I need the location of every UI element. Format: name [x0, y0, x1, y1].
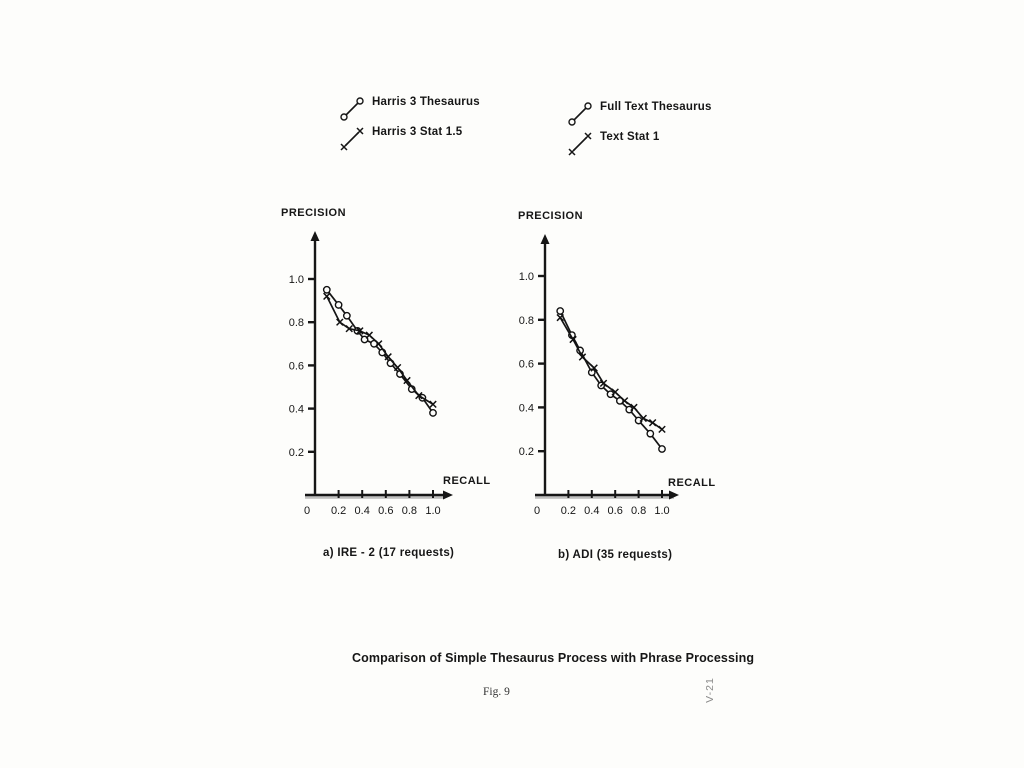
- cross-line-marker-icon: [340, 127, 364, 151]
- legend-item-harris3-thesaurus: Harris 3 Thesaurus: [338, 93, 480, 123]
- legend-label: Harris 3 Stat 1.5: [372, 126, 463, 138]
- svg-text:0.8: 0.8: [631, 505, 646, 517]
- svg-text:0.8: 0.8: [519, 315, 534, 327]
- svg-text:RECALL: RECALL: [668, 477, 716, 489]
- svg-text:0.6: 0.6: [608, 505, 623, 517]
- legend-item-fulltext-thesaurus: Full Text Thesaurus: [566, 98, 712, 128]
- svg-text:0: 0: [304, 505, 310, 517]
- svg-text:0: 0: [534, 505, 540, 517]
- svg-text:1.0: 1.0: [654, 505, 669, 517]
- legend-label: Text Stat 1: [600, 131, 660, 143]
- legend-label: Full Text Thesaurus: [600, 101, 712, 113]
- svg-text:0.2: 0.2: [331, 505, 346, 517]
- svg-text:1.0: 1.0: [425, 505, 440, 517]
- legend-adi: Full Text Thesaurus Text Stat 1: [566, 98, 712, 158]
- svg-text:0.6: 0.6: [289, 360, 304, 372]
- figure-title: Comparison of Simple Thesaurus Process w…: [352, 651, 755, 665]
- legend-label: Harris 3 Thesaurus: [372, 96, 480, 108]
- svg-text:0.8: 0.8: [402, 505, 417, 517]
- svg-text:0.4: 0.4: [289, 404, 304, 416]
- chart-adi-precision-recall: 1.0 0.8 0.6 0.4 0.2 0 0.2 0.4 0.6 0.8 1.0 PRECISION…: [518, 210, 716, 517]
- legend-ire2: Harris 3 Thesaurus Harris 3 Stat 1.5: [338, 93, 480, 153]
- svg-text:1.0: 1.0: [289, 274, 304, 286]
- svg-text:PRECISION: PRECISION: [281, 207, 346, 219]
- svg-text:0.2: 0.2: [561, 505, 576, 517]
- svg-text:1.0: 1.0: [519, 271, 534, 283]
- legend-item-harris3-stat: Harris 3 Stat 1.5: [338, 123, 480, 153]
- figure-number: Fig. 9: [483, 686, 510, 698]
- svg-text:RECALL: RECALL: [443, 475, 491, 487]
- caption-chart-b: b) ADI (35 requests): [558, 549, 673, 561]
- svg-text:0.2: 0.2: [289, 447, 304, 459]
- circle-line-marker-icon: [340, 97, 364, 121]
- svg-text:0.4: 0.4: [584, 505, 599, 517]
- svg-text:PRECISION: PRECISION: [518, 210, 583, 222]
- chart-ire2-precision-recall: 1.0 0.8 0.6 0.4 0.2 0 0.2 0.4 0.6 0.8 1.0 PRECISION…: [281, 207, 491, 517]
- cross-line-marker-icon: [568, 132, 592, 156]
- svg-text:0.4: 0.4: [519, 402, 534, 414]
- page-side-label: V-21: [704, 677, 716, 703]
- caption-chart-a: a) IRE - 2 (17 requests): [323, 547, 455, 559]
- legend-item-text-stat: Text Stat 1: [566, 128, 712, 158]
- svg-text:0.2: 0.2: [519, 446, 534, 458]
- svg-text:0.4: 0.4: [355, 505, 370, 517]
- circle-line-marker-icon: [568, 102, 592, 126]
- svg-text:0.6: 0.6: [378, 505, 393, 517]
- svg-text:0.8: 0.8: [289, 317, 304, 329]
- svg-text:0.6: 0.6: [519, 359, 534, 371]
